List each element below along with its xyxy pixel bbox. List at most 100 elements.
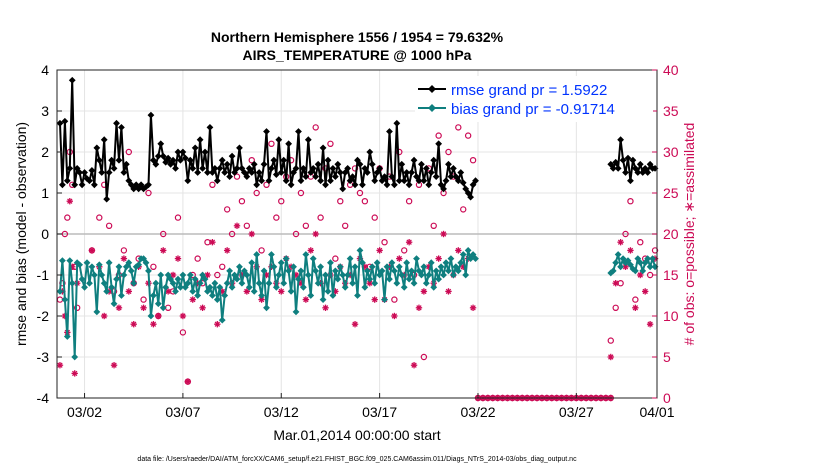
obs-possible-point: [194, 255, 201, 262]
obs-possible-point: [145, 189, 152, 197]
obs-asterisk-stroke: [612, 280, 619, 286]
rmse-point: [457, 169, 465, 176]
bias-point: [329, 292, 337, 299]
obs-possible-point: [391, 296, 398, 303]
obs-assimilated-point: [420, 288, 428, 295]
rmse-point: [322, 181, 329, 189]
rmse-point: [154, 152, 162, 160]
rmse-point: [152, 160, 160, 168]
rmse-point: [280, 156, 288, 164]
obs-asterisk-stroke: [416, 305, 422, 311]
obs-possible-point: [312, 124, 319, 131]
bias-point: [95, 261, 103, 269]
bias-point: [162, 283, 170, 291]
bias-point: [71, 353, 79, 361]
obs-possible-point: [302, 222, 310, 229]
bias-point: [78, 275, 86, 283]
rmse-point: [617, 136, 625, 144]
bias-point: [351, 263, 359, 271]
obs-asterisk-stroke: [308, 247, 314, 254]
rmse-point: [68, 76, 76, 84]
rmse-point: [390, 181, 398, 189]
rmse-point: [169, 156, 177, 164]
legend: rmse grand pr = 1.5922 bias grand pr = -…: [415, 76, 653, 122]
rmse-point: [317, 177, 325, 185]
obs-possible-point: [607, 337, 614, 344]
obs-assimilated-point: [115, 304, 123, 311]
y-left-tick-label: -4: [37, 390, 50, 406]
bias-point: [440, 271, 447, 279]
bias-point: [105, 259, 113, 267]
obs-possible-point: [651, 247, 659, 254]
rmse-point: [250, 160, 258, 168]
bias-point: [447, 255, 455, 262]
bias-point: [199, 271, 206, 279]
obs-asterisk-stroke: [367, 280, 373, 286]
y-left-tick-label: 3: [41, 103, 49, 119]
obs-possible-point: [341, 222, 349, 229]
rmse-point: [614, 165, 622, 172]
rmse-point: [113, 119, 120, 127]
obs-assimilated-point: [632, 304, 639, 311]
rmse-point: [95, 156, 103, 164]
rmse-point: [368, 160, 376, 168]
bias-point: [172, 288, 179, 295]
bias-point: [644, 255, 652, 262]
rmse-point: [142, 183, 150, 191]
rmse-point: [393, 119, 401, 127]
obs-asterisk-stroke: [150, 321, 157, 327]
bias-point: [159, 304, 167, 312]
rmse-point: [445, 160, 452, 168]
rmse-point: [73, 165, 81, 172]
rmse-point: [76, 169, 84, 176]
bias-point: [299, 283, 307, 291]
obs-assimilated-point: [440, 230, 447, 238]
bias-point: [395, 263, 403, 271]
obs-possible-point: [332, 255, 339, 262]
obs-asterisk-stroke: [622, 264, 629, 270]
rmse-point: [363, 169, 371, 176]
data-file-footer: data file: /Users/raeder/DAI/ATM_forcXX/…: [137, 456, 577, 463]
obs-possible-point: [435, 132, 442, 139]
bias-point: [371, 279, 379, 287]
obs-asterisk-stroke: [608, 354, 614, 360]
x-tick-label: 04/01: [639, 404, 674, 420]
bias-point: [223, 279, 231, 287]
obs-asterisk-stroke: [214, 321, 221, 327]
bias-point: [130, 279, 138, 287]
bias-point: [319, 296, 327, 303]
bias-point: [341, 283, 349, 291]
y-right-tick-label: 20: [663, 226, 679, 242]
rmse-point: [334, 160, 342, 168]
bias-point: [177, 283, 184, 291]
obs-possible-point: [125, 148, 133, 156]
bias-point: [243, 271, 251, 279]
bias-point: [442, 259, 450, 267]
rmse-point: [213, 177, 221, 185]
bias-point: [142, 259, 150, 267]
bias-point: [63, 333, 71, 340]
rmse-point: [371, 177, 379, 185]
rmse-point: [174, 148, 182, 156]
x-tick-label: 03/02: [67, 404, 102, 420]
obs-assimilated-point: [445, 288, 452, 295]
obs-asterisk-stroke: [126, 288, 132, 295]
y-left-tick-label: 4: [41, 62, 49, 78]
legend-rmse-marker: [428, 85, 436, 93]
rmse-point: [388, 173, 396, 180]
rmse-point: [275, 136, 283, 144]
obs-possible-point: [96, 214, 103, 221]
obs-assimilated-point: [66, 198, 73, 205]
rmse-point: [236, 144, 243, 152]
bias-point: [250, 288, 258, 295]
bias-point: [297, 267, 305, 275]
bias-point: [206, 283, 214, 291]
bias-point: [336, 263, 344, 271]
obs-asterisk-stroke: [131, 321, 137, 327]
rmse-point: [86, 177, 93, 185]
bias-point: [253, 251, 261, 258]
obs-possible-point: [327, 140, 334, 147]
bias-point: [334, 275, 342, 283]
rmse-point: [324, 156, 332, 164]
bias-point: [361, 283, 369, 291]
